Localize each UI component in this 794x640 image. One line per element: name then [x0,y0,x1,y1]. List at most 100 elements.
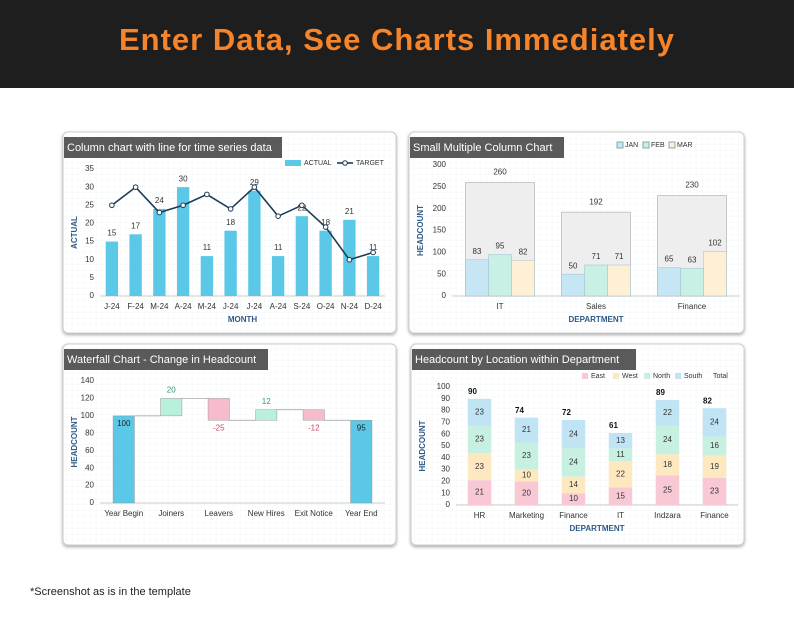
data-label: 21 [345,207,354,216]
data-label: 63 [688,256,697,265]
header-band [0,0,794,88]
bar [465,259,489,297]
data-label: 95 [357,423,366,432]
data-label: 82 [519,247,528,256]
y-tick-label: 90 [441,394,450,403]
data-label: 19 [710,462,719,471]
legend-swatch [668,141,676,149]
bar-segment [467,398,492,426]
x-tick-label: M-24 [150,302,169,311]
y-tick-label: 140 [81,376,95,385]
bar [207,398,230,421]
bar-segment [655,425,680,455]
bar-segment [608,461,633,488]
x-tick-label: Joiners [158,509,184,518]
chart-title: Small Multiple Column Chart [413,142,552,154]
bar [255,409,278,421]
legend-swatch [616,141,624,149]
x-tick-label: J-24 [223,302,239,311]
x-tick-label: Indzara [654,511,681,520]
data-label: 71 [592,252,601,261]
bar-segment [608,433,633,449]
line-point [346,256,353,263]
legend-swatch [642,141,650,149]
bar-segment [467,480,492,505]
bar-segment [655,475,680,505]
header-title: Enter Data, See Charts Immediately [119,22,675,57]
data-label: 24 [663,435,672,444]
line-point [299,202,305,209]
bar-segment [655,399,680,426]
x-axis-label: MONTH [228,315,258,324]
bar-segment [467,453,492,481]
data-label: 50 [569,261,578,270]
y-axis-label: HEADCOUNT [70,416,79,467]
line [111,185,374,261]
footnote: *Screenshot as is in the template [30,586,191,598]
y-tick-label: 25 [85,200,94,209]
data-label: 23 [475,435,484,444]
data-label: 22 [616,469,625,478]
bar-segment [702,436,727,456]
data-label: 21 [475,488,484,497]
bar [224,230,237,296]
data-label: 11 [369,243,378,252]
x-tick-label: F-24 [127,302,144,311]
bar-segment [655,454,680,476]
bar-segment [608,487,633,505]
y-tick-label: 10 [85,255,94,264]
legend-label: JAN [625,142,638,149]
y-tick-label: 20 [441,477,450,486]
x-tick-label: Finance [559,511,588,520]
y-tick-label: 15 [85,237,94,246]
bar [302,409,325,421]
x-tick-label: HR [474,511,486,520]
bar-segment [608,448,633,462]
total-label: 82 [703,396,712,405]
data-label: 20 [522,488,531,497]
x-tick-label: A-24 [270,302,287,311]
legend-label: North [653,373,670,380]
title-tab [64,137,282,158]
data-label: 11 [616,450,625,459]
bar [607,264,631,297]
data-label: 18 [226,218,235,227]
data-label: 15 [107,229,116,238]
y-tick-label: 30 [441,465,450,474]
bar [129,234,142,296]
legend-label: East [591,373,605,380]
y-tick-label: 10 [441,488,450,497]
y-tick-label: 0 [442,291,447,300]
bar [703,251,727,297]
data-label: 23 [522,451,531,460]
bar [488,254,512,297]
x-tick-label: Finance [700,511,729,520]
data-label: 16 [710,441,719,450]
y-tick-label: 300 [433,160,447,169]
bar [176,187,190,296]
data-label: -25 [213,423,225,432]
x-tick-label: S-24 [293,302,310,311]
y-tick-label: 0 [446,500,451,509]
line-point [109,202,115,209]
data-label: 65 [665,255,674,264]
bar [584,264,608,297]
legend-swatch [285,160,301,166]
data-label: 71 [615,252,624,261]
y-tick-label: 200 [433,204,447,213]
legend-point [342,160,348,166]
data-label: 24 [569,458,578,467]
data-label: 18 [321,218,330,227]
data-label: 24 [155,196,164,205]
x-tick-label: O-24 [317,302,335,311]
data-label: 20 [167,386,176,395]
bar [657,267,681,297]
data-label: -12 [308,423,320,432]
y-tick-label: 40 [441,453,450,462]
x-axis-label: DEPARTMENT [570,524,625,533]
bar-segment [561,448,586,477]
data-label: 102 [708,239,722,248]
total-label: 74 [515,406,524,415]
x-tick-label: IT [496,302,503,311]
